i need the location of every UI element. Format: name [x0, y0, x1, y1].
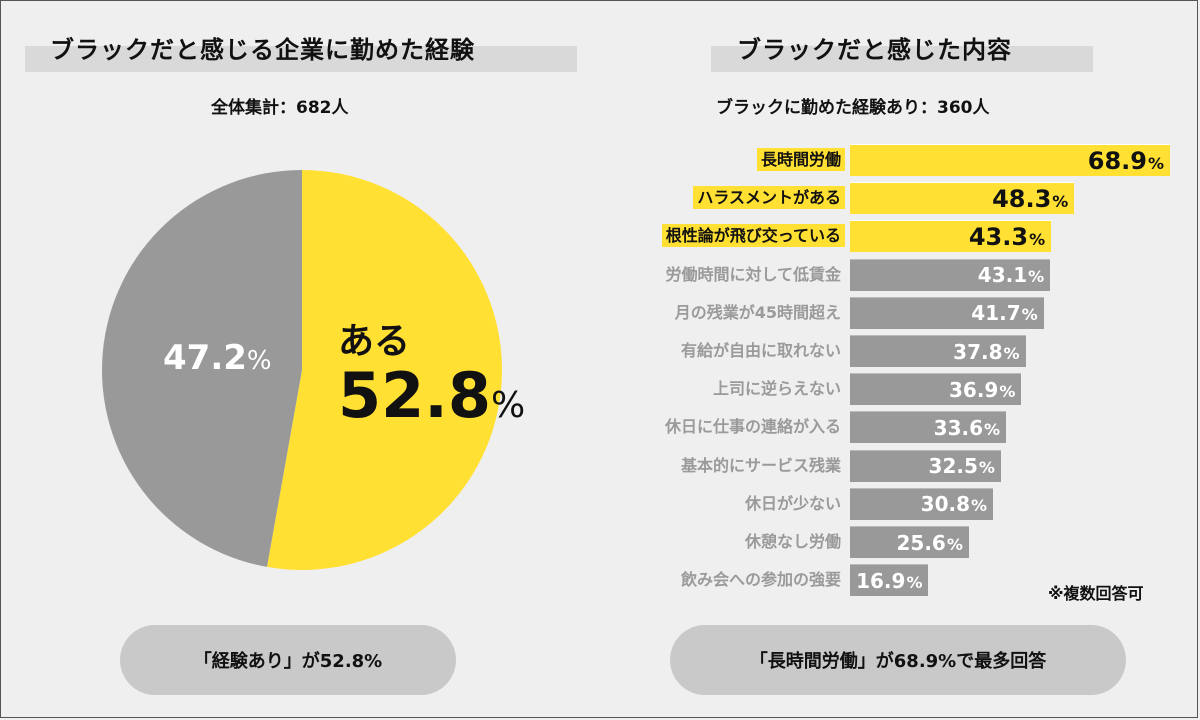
bar-value-label: 32.5% [928, 454, 995, 479]
bar-value-unit: % [978, 458, 995, 478]
pie-slice-aru [266, 170, 503, 570]
bar: 33.6% [850, 411, 1007, 444]
bar-label: 月の残業が45時間超え [400, 297, 845, 329]
right-title: ブラックだと感じた内容 [737, 36, 1012, 64]
bar-label-text: 労働時間に対して低賃金 [665, 264, 841, 284]
pie-label-aru: ある 52.8% [338, 312, 525, 438]
bar: 43.1% [850, 258, 1051, 291]
bar-label-text: 月の残業が45時間超え [674, 302, 841, 322]
bar-value-label: 30.8% [920, 492, 988, 517]
pie-value-aru: 52.8 [338, 359, 491, 432]
bar-label: 休日に仕事の連絡が入る [400, 411, 845, 443]
pie-slice-nai [102, 170, 302, 567]
left-summary-text: 「経験あり」が52.8% [193, 651, 383, 672]
bar-label-text: 休日が少ない [744, 493, 841, 513]
bar-label: 長時間労働 [400, 144, 845, 176]
bar: 41.7% [850, 296, 1044, 329]
left-subtitle: 全体集計：682人 [211, 98, 349, 118]
bar-value-label: 37.8% [953, 339, 1020, 364]
bar-value-unit: % [971, 496, 988, 516]
bar-label: 有給が自由に取れない [400, 335, 845, 367]
pie-label-aru-text: ある [338, 321, 411, 362]
pie-unit-aru: % [490, 385, 526, 426]
bar-label-text: 休憩なし労働 [744, 532, 841, 551]
bar-value-unit: % [1052, 191, 1069, 211]
bar-value-label: 43.3% [968, 222, 1046, 251]
bar: 37.8% [850, 335, 1026, 367]
bar-value-label: 48.3% [992, 184, 1069, 213]
bar-value-unit: % [1021, 305, 1038, 325]
bar-label-text: 長時間労働 [756, 148, 845, 171]
bar-label: ハラスメントがある [400, 182, 845, 214]
bar-label-text: 休日に仕事の連絡が入る [664, 417, 841, 437]
bar-label: 基本的にサービス残業 [400, 450, 845, 482]
bar: 30.8% [850, 487, 994, 520]
bar-value-unit: % [946, 534, 963, 554]
bar-value-label: 43.1% [977, 263, 1045, 288]
pie-label-nai: 47.2% [163, 338, 272, 378]
right-title-band [711, 46, 1093, 72]
bar-value-unit: % [984, 419, 1001, 439]
bar-label: 労働時間に対して低賃金 [400, 259, 845, 291]
bar-label: 休日が少ない [400, 488, 845, 520]
bar-label: 上司に逆らえない [400, 373, 845, 405]
bar-label-text: 飲み会への参加の強要 [680, 570, 841, 590]
bar-label-text: 上司に逆らえない [712, 379, 841, 399]
bar-value-label: 33.6% [933, 415, 1001, 440]
right-subtitle: ブラックに勤めた経験あり：360人 [716, 98, 990, 118]
right-summary-text: 「長時間労働」が68.9%で最多回答 [749, 651, 1047, 672]
bar-value-unit: % [1147, 153, 1164, 173]
bar-value-unit: % [906, 572, 923, 592]
bar: 25.6% [850, 526, 969, 558]
pie-unit-nai: % [246, 346, 272, 376]
left-title: ブラックだと感じる企業に勤めた経験 [50, 36, 475, 64]
bar: 36.9% [850, 373, 1022, 406]
bar: 32.5% [850, 449, 1001, 482]
bar-value-unit: % [1003, 343, 1020, 363]
bar-value-label: 36.9% [948, 377, 1016, 402]
bar-value-unit: % [1029, 229, 1046, 249]
bar: 68.9% [850, 144, 1170, 176]
bar-label: 休憩なし労働 [400, 526, 845, 558]
bar-label-text: ハラスメントがある [693, 186, 845, 210]
multiple-answer-note: ※複数回答可 [1048, 584, 1144, 603]
bar-value-unit: % [999, 381, 1016, 401]
pie-value-nai: 47.2 [163, 338, 247, 378]
bar-label-text: 有給が自由に取れない [680, 341, 841, 360]
bar-value-label: 68.9% [1087, 146, 1164, 175]
left-title-band [25, 46, 577, 72]
bar-label: 飲み会への参加の強要 [400, 564, 845, 596]
left-summary-pill: 「経験あり」が52.8% [120, 625, 456, 695]
bar-label: 根性論が飛び交っている [400, 220, 845, 252]
bar: 43.3% [850, 220, 1052, 253]
bar: 16.9% [850, 564, 929, 597]
bar: 48.3% [850, 182, 1075, 215]
bar-label-text: 基本的にサービス残業 [680, 455, 841, 475]
bar-value-label: 16.9% [856, 568, 923, 593]
bar-label-text: 根性論が飛び交っている [661, 224, 845, 248]
pie-chart [102, 170, 503, 570]
bar-value-unit: % [1028, 267, 1045, 287]
right-summary-pill: 「長時間労働」が68.9%で最多回答 [670, 625, 1126, 695]
bar-value-label: 25.6% [896, 530, 963, 555]
bar-value-label: 41.7% [971, 301, 1038, 326]
